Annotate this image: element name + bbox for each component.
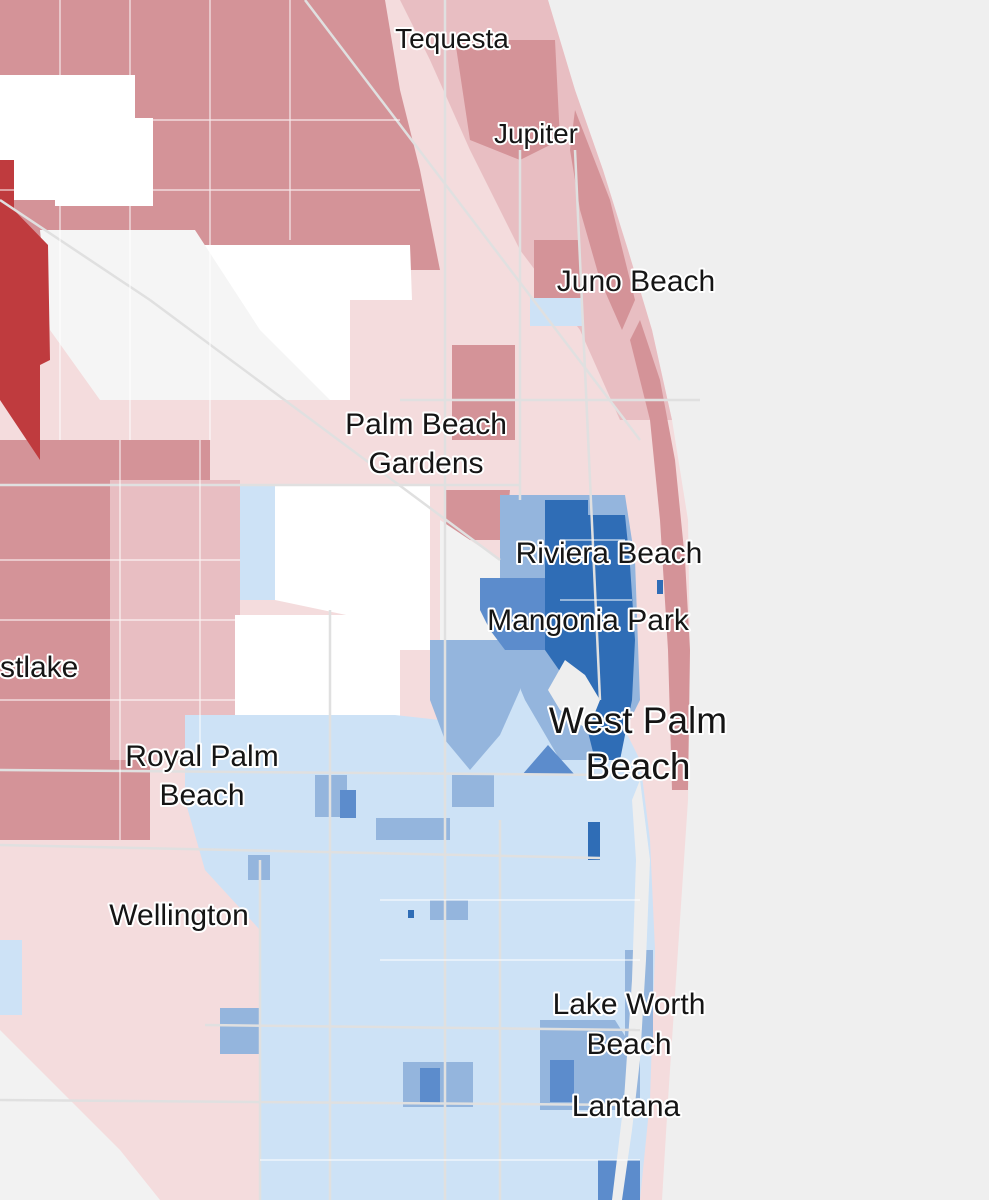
precinct-light-blue-juno	[530, 298, 582, 326]
label-west-palm-beach-line2: Beach	[586, 746, 691, 787]
label-palm-beach-gardens-line2: Gardens	[368, 447, 483, 480]
precinct-mid-blue-b	[376, 818, 450, 840]
precinct-light-blue-central	[185, 640, 655, 1200]
label-jupiter: Jupiter	[494, 118, 578, 149]
precinct-mid-blue-c	[430, 900, 468, 920]
label-lantana: Lantana	[572, 1090, 681, 1123]
precinct-barrier-island	[630, 320, 690, 790]
precinct-blue-mangonia	[480, 578, 548, 650]
roads	[0, 0, 700, 1200]
precinct-strong-blue-riviera	[545, 500, 635, 760]
label-palm-beach-gardens-line1: Palm Beach	[345, 408, 507, 441]
precinct-pbg-south	[445, 490, 510, 540]
lagoon-south	[612, 780, 650, 1200]
label-tequesta: Tequesta	[395, 23, 509, 54]
label-royal-palm-beach-line1: Royal Palm	[125, 740, 278, 773]
precinct-juno-red	[534, 240, 582, 300]
area-unpopulated-north-2	[55, 118, 153, 206]
label-royal-palm-beach-line2: Beach	[159, 779, 244, 812]
precinct-strong-blue-b	[657, 580, 663, 594]
precinct-strong-red-west	[0, 160, 50, 460]
minor-roads	[0, 0, 640, 1161]
area-unpopulated-sw	[0, 1030, 160, 1200]
precinct-strong-blue-a	[588, 822, 600, 860]
label-riviera-beach: Riviera Beach	[516, 537, 703, 570]
label-westlake: stlake	[0, 651, 78, 684]
area-unpopulated-mid	[275, 485, 430, 650]
precinct-blue-a	[340, 790, 356, 818]
precinct-light-blue-rpb	[240, 485, 275, 600]
precinct-west-edge	[0, 610, 110, 840]
precinct-blue-wpb-triangle	[522, 745, 575, 775]
precinct-light-blue-far-west	[0, 940, 22, 1015]
precinct-blue-b	[420, 1068, 440, 1104]
label-lake-worth-beach-line1: Lake Worth	[553, 988, 706, 1021]
precinct-mid-blue-a	[452, 775, 494, 807]
label-juno-beach: Juno Beach	[557, 265, 715, 298]
precinct-mid-blue-west	[430, 640, 520, 770]
precinct-mid-blue-d	[220, 1008, 260, 1054]
area-unpopulated-south	[235, 615, 400, 735]
precinct-north-cluster	[455, 40, 560, 160]
area-unpopulated-north	[0, 75, 135, 200]
label-wellington: Wellington	[109, 899, 249, 932]
area-unpopulated-diag	[40, 230, 330, 400]
precinct-blue-d	[550, 1060, 574, 1102]
label-lake-worth-beach-line2: Beach	[586, 1028, 671, 1061]
precinct-pbg-red	[452, 345, 515, 440]
label-mangonia-park: Mangonia Park	[487, 604, 690, 637]
precinct-jupiter-strip	[570, 110, 635, 330]
precinct-strong-blue-c	[408, 910, 414, 918]
lagoon	[548, 660, 600, 730]
label-west-palm-beach-line1: West Palm	[549, 700, 727, 741]
